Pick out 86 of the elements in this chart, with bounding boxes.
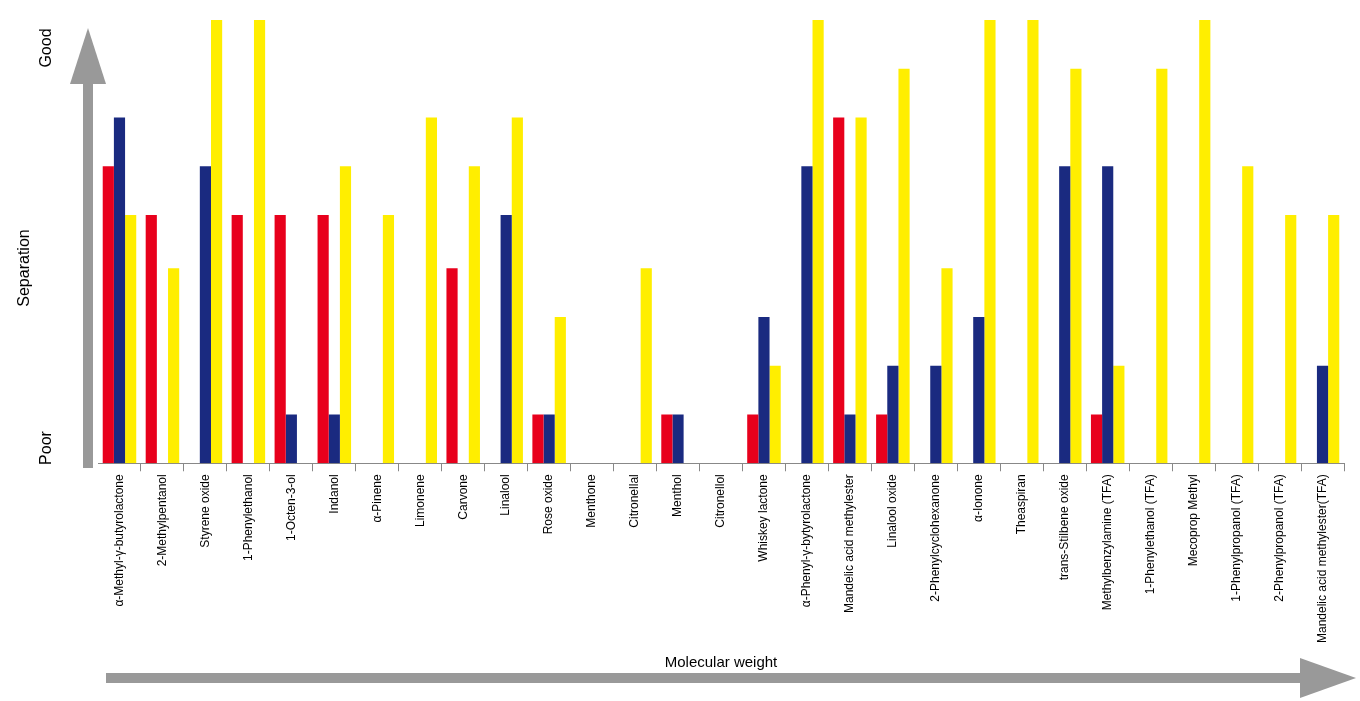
x-tick-label: Indanol: [326, 474, 341, 514]
bar: [747, 414, 759, 464]
bar: [640, 268, 652, 464]
x-tick-label: Linalool oxide: [885, 473, 900, 548]
bar: [876, 414, 888, 464]
bar: [1242, 166, 1254, 464]
bar: [253, 20, 266, 464]
bar: [661, 414, 673, 464]
bar: [930, 365, 942, 464]
x-tick-label: Limonene: [412, 473, 427, 527]
x-tick-label: α-Methyl-γ-butyrolactone: [111, 473, 126, 607]
bar: [468, 166, 480, 464]
bar: [543, 414, 555, 464]
bar: [758, 317, 770, 464]
x-tick-label: 1-Octen-3-ol: [283, 474, 298, 541]
bar: [102, 166, 114, 464]
x-tick-label: Styrene oxide: [197, 473, 212, 548]
bar: [984, 20, 996, 464]
text: Good: [37, 28, 55, 68]
x-tick-label: Menthone: [584, 473, 599, 528]
bar: [231, 215, 243, 464]
bar: [145, 215, 157, 464]
bar: [1070, 68, 1082, 464]
y-axis-title: Separation: [15, 229, 33, 307]
x-tick-label: Mandelic acid methylester(TFA): [1314, 474, 1329, 644]
bar: [339, 166, 352, 464]
bar: [887, 365, 899, 464]
bar: [1285, 215, 1297, 464]
bar: [532, 414, 544, 464]
bar: [125, 215, 137, 464]
x-tick-label: 2-Methylpentanol: [154, 474, 169, 567]
bar: [672, 414, 684, 464]
bar: [285, 414, 297, 464]
bar: [812, 20, 824, 464]
bar: [425, 117, 437, 464]
bar: [382, 215, 395, 464]
x-tick-label: Menthol: [670, 474, 685, 517]
x-tick-label: 1-Phenylethanol (TFA): [1142, 474, 1157, 595]
bar: [511, 117, 523, 464]
bar: [554, 317, 566, 464]
x-tick-label: Carvone: [455, 473, 470, 520]
x-tick-label: Rose oxide: [541, 473, 556, 535]
bar: [1113, 365, 1125, 464]
x-tick-label: Mandelic acid methylester: [842, 474, 857, 614]
bar: [1156, 68, 1168, 464]
bar: [898, 68, 910, 464]
x-tick-label: 1-Phenylpropanol (TFA): [1228, 474, 1243, 602]
bar: [1059, 166, 1071, 464]
x-axis-title: Molecular weight: [664, 653, 779, 671]
text: Poor: [37, 431, 55, 465]
x-tick-label: trans-Stilbene oxide: [1057, 473, 1072, 581]
x-tick-label: 2-Phenylpropanol (TFA): [1271, 474, 1286, 602]
x-tick-label: Citronellol: [713, 474, 728, 528]
bar: [1328, 215, 1340, 464]
bar: [211, 20, 223, 464]
bar: [274, 215, 286, 464]
x-tick-label: Whiskey lactone: [756, 473, 771, 562]
bar: [328, 414, 340, 464]
bar: [941, 268, 953, 464]
bar: [1316, 365, 1329, 464]
bar: [500, 215, 512, 464]
bar: [446, 268, 458, 464]
bar: [1027, 20, 1039, 464]
bar: [168, 268, 180, 464]
bar: [833, 117, 845, 464]
x-tick-label: α-Ionone: [971, 473, 986, 522]
x-tick-label: Methylbenzylamine (TFA): [1100, 474, 1114, 611]
bar: [769, 365, 781, 464]
bar: [973, 317, 985, 464]
bar: [113, 117, 126, 464]
x-tick-label: Citronellal: [627, 474, 642, 528]
x-tick-label: Linalool: [498, 474, 513, 516]
bar: [317, 215, 329, 464]
bar: [1199, 20, 1211, 464]
x-tick-label: 1-Phenylethanol: [240, 474, 255, 562]
x-tick-label: Theaspiran: [1014, 474, 1029, 535]
x-tick-label: 2-Phenylcyclohexanone: [928, 473, 943, 602]
bar: [844, 414, 856, 464]
x-tick-label: α-Pinene: [369, 473, 384, 523]
bar: [1102, 166, 1114, 464]
x-tick-label: α-Phenyl-γ-bytyrolactone: [799, 473, 814, 608]
bar: [801, 166, 813, 464]
x-tick-label: Mecoprop Methyl: [1185, 474, 1200, 567]
bar: [1090, 414, 1103, 464]
bar: [855, 117, 867, 464]
bar: [199, 166, 211, 464]
